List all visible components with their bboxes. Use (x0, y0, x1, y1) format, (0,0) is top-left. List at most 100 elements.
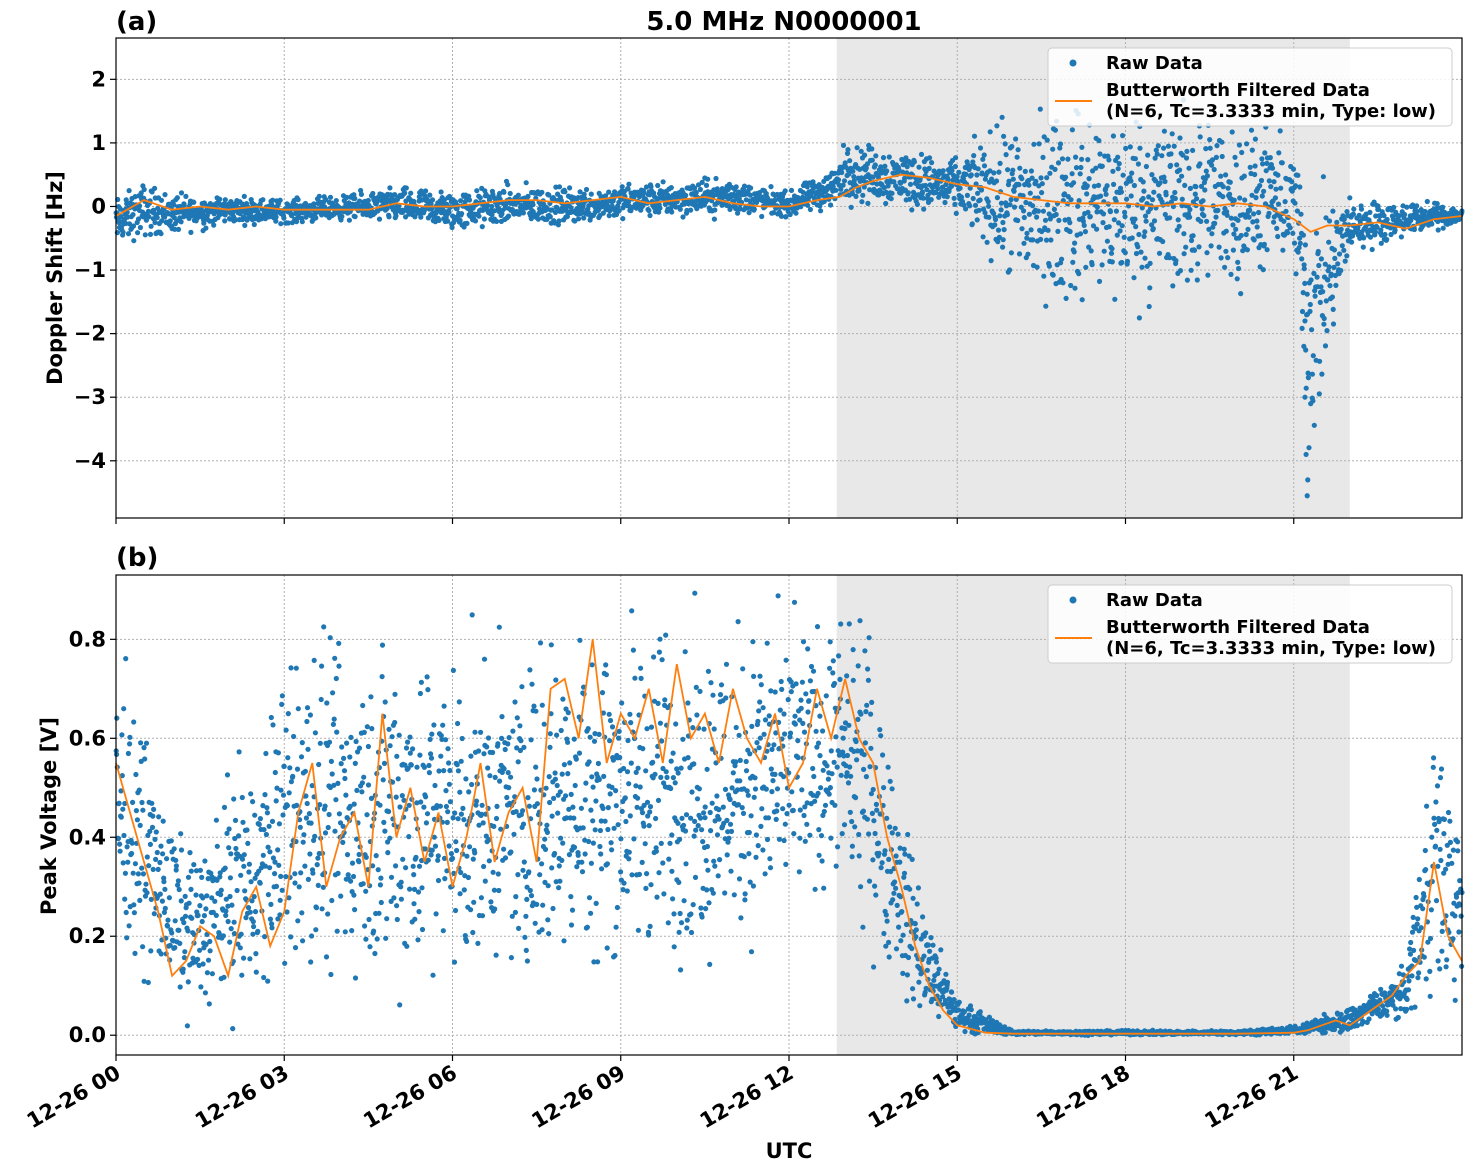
raw-data-point (1129, 170, 1135, 176)
raw-data-point (911, 159, 918, 165)
raw-data-point (1204, 250, 1210, 256)
raw-data-point (701, 726, 707, 732)
raw-data-point (1239, 149, 1245, 156)
raw-data-point (189, 915, 195, 921)
raw-data-point (387, 185, 393, 191)
raw-data-point (561, 938, 567, 944)
raw-data-point (423, 820, 429, 826)
raw-data-point (1360, 244, 1366, 250)
raw-data-point (588, 191, 594, 197)
raw-data-point (521, 859, 527, 865)
raw-data-point (280, 792, 287, 798)
raw-data-point (1038, 236, 1044, 242)
raw-data-point (328, 758, 334, 765)
raw-data-point (578, 805, 585, 811)
raw-data-point (1052, 166, 1058, 172)
raw-data-point (464, 938, 470, 945)
raw-data-point (338, 761, 344, 767)
raw-data-point (352, 195, 358, 202)
raw-data-point (850, 647, 856, 653)
raw-data-point (845, 147, 851, 153)
raw-data-point (1026, 211, 1032, 217)
raw-data-point (742, 897, 748, 903)
raw-data-point (909, 856, 915, 863)
raw-data-point (1124, 196, 1130, 202)
raw-data-point (1247, 207, 1253, 213)
raw-data-point (1136, 315, 1142, 321)
raw-data-point (589, 774, 595, 780)
raw-data-point (741, 183, 748, 189)
raw-data-point (1266, 210, 1272, 216)
raw-data-point (816, 852, 822, 858)
raw-data-point (372, 950, 378, 957)
raw-data-point (654, 753, 661, 759)
raw-data-point (1087, 214, 1093, 220)
raw-data-point (716, 807, 722, 813)
raw-data-point (798, 204, 804, 210)
raw-data-point (715, 873, 721, 879)
raw-data-point (988, 258, 994, 264)
raw-data-point (676, 929, 682, 935)
raw-data-point (187, 850, 193, 856)
raw-data-point (588, 860, 595, 866)
raw-data-point (544, 829, 551, 836)
legend-filtered-label: Butterworth Filtered Data (1106, 80, 1370, 101)
raw-data-point (1187, 214, 1193, 220)
raw-data-point (600, 805, 606, 812)
raw-data-point (1115, 154, 1121, 160)
raw-data-point (879, 860, 885, 866)
raw-data-point (1039, 190, 1045, 196)
raw-data-point (597, 827, 604, 834)
raw-data-point (668, 758, 674, 764)
raw-data-point (290, 773, 296, 779)
raw-data-point (616, 208, 622, 214)
raw-data-point (279, 887, 285, 893)
figure-title: 5.0 MHz N0000001 (646, 7, 921, 37)
raw-data-point (1298, 211, 1304, 217)
raw-data-point (930, 942, 936, 948)
raw-data-point (238, 872, 244, 878)
raw-data-point (450, 815, 456, 821)
raw-data-point (681, 898, 687, 904)
raw-data-point (760, 705, 766, 711)
raw-data-point (158, 231, 164, 237)
raw-data-point (125, 231, 132, 237)
raw-data-point (619, 700, 625, 706)
raw-data-point (557, 789, 563, 795)
raw-data-point (924, 187, 930, 193)
raw-data-point (844, 673, 850, 679)
raw-data-point (525, 795, 531, 801)
raw-data-point (507, 190, 513, 197)
raw-data-point (363, 936, 369, 942)
raw-data-point (191, 199, 197, 205)
raw-data-point (1290, 230, 1296, 236)
raw-data-point (1010, 176, 1016, 182)
raw-data-point (1207, 137, 1213, 143)
raw-data-point (1151, 189, 1157, 195)
raw-data-point (893, 853, 899, 859)
raw-data-point (364, 724, 370, 730)
raw-data-point (697, 688, 703, 695)
raw-data-point (398, 896, 404, 902)
raw-data-point (342, 775, 348, 782)
raw-data-point (438, 753, 444, 759)
raw-data-point (336, 640, 342, 647)
raw-data-point (294, 802, 300, 809)
raw-data-point (531, 787, 538, 793)
raw-data-point (1233, 226, 1239, 232)
raw-data-point (850, 168, 856, 174)
raw-data-point (698, 905, 704, 911)
raw-data-point (749, 723, 755, 730)
raw-data-point (952, 163, 959, 170)
raw-data-point (528, 216, 534, 222)
raw-data-point (787, 211, 793, 218)
raw-data-point (526, 869, 532, 875)
raw-data-point (514, 715, 520, 721)
raw-data-point (1076, 271, 1082, 277)
raw-data-point (807, 678, 814, 684)
raw-data-point (943, 971, 949, 977)
raw-data-point (656, 209, 662, 215)
raw-data-point (881, 930, 887, 937)
raw-data-point (501, 189, 507, 195)
raw-data-point (853, 795, 859, 801)
